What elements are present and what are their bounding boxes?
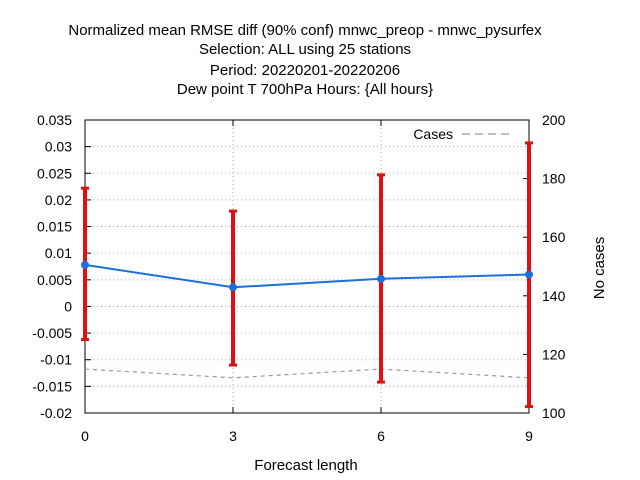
y-tick-label: -0.01 <box>40 352 72 368</box>
y-tick-label: 0.035 <box>37 112 72 128</box>
y2-tick-label: 160 <box>542 229 566 245</box>
chart-title: Normalized mean RMSE diff (90% conf) mnw… <box>68 22 542 98</box>
grid <box>85 120 529 413</box>
y2-tick-label: 120 <box>542 346 566 362</box>
cases-line <box>84 368 530 379</box>
y-tick-label: 0 <box>64 298 72 314</box>
y-tick-label: 0.005 <box>37 272 72 288</box>
legend: Cases <box>413 126 512 142</box>
x-tick-label: 3 <box>229 428 237 444</box>
series-layer <box>81 141 533 409</box>
y2-tick-label: 200 <box>542 112 566 128</box>
y-tick-label: -0.005 <box>32 325 72 341</box>
title-line-3: Period: 20220201-20220206 <box>210 62 400 79</box>
rmse-diff-line <box>84 263 530 289</box>
title-line-4: Dew point T 700hPa Hours: {All hours} <box>177 81 433 98</box>
legend-label-cases: Cases <box>413 126 453 142</box>
x-tick-label: 6 <box>377 428 385 444</box>
axis-ticks: -0.02 -0.015 -0.01 -0.005 0 0.005 0.01 0.015 0.0… <box>32 112 565 444</box>
y-tick-label: 0.025 <box>37 165 72 181</box>
y2-tick-label: 140 <box>542 288 566 304</box>
y-tick-label: 0.03 <box>45 139 72 155</box>
rmse-diff-point <box>81 260 89 269</box>
rmse-diff-point <box>229 283 237 292</box>
rmse-diff-point <box>525 270 533 279</box>
plot-frame <box>84 119 530 414</box>
y-tick-label: 0.02 <box>45 192 72 208</box>
title-line-1: Normalized mean RMSE diff (90% conf) mnw… <box>68 22 542 39</box>
y2-tick-label: 100 <box>542 405 566 421</box>
x-tick-label: 0 <box>81 428 89 444</box>
y-tick-label: -0.015 <box>32 378 72 394</box>
rmse-diff-point <box>377 274 385 283</box>
y2-tick-label: 180 <box>542 171 566 187</box>
x-axis-label: Forecast length <box>254 457 357 474</box>
title-line-2: Selection: ALL using 25 stations <box>199 41 411 58</box>
y-tick-label: -0.02 <box>40 405 72 421</box>
x-tick-label: 9 <box>525 428 533 444</box>
y-tick-label: 0.015 <box>37 219 72 235</box>
y-tick-label: 0.01 <box>45 245 72 261</box>
y2-axis-label: No cases <box>591 237 608 300</box>
